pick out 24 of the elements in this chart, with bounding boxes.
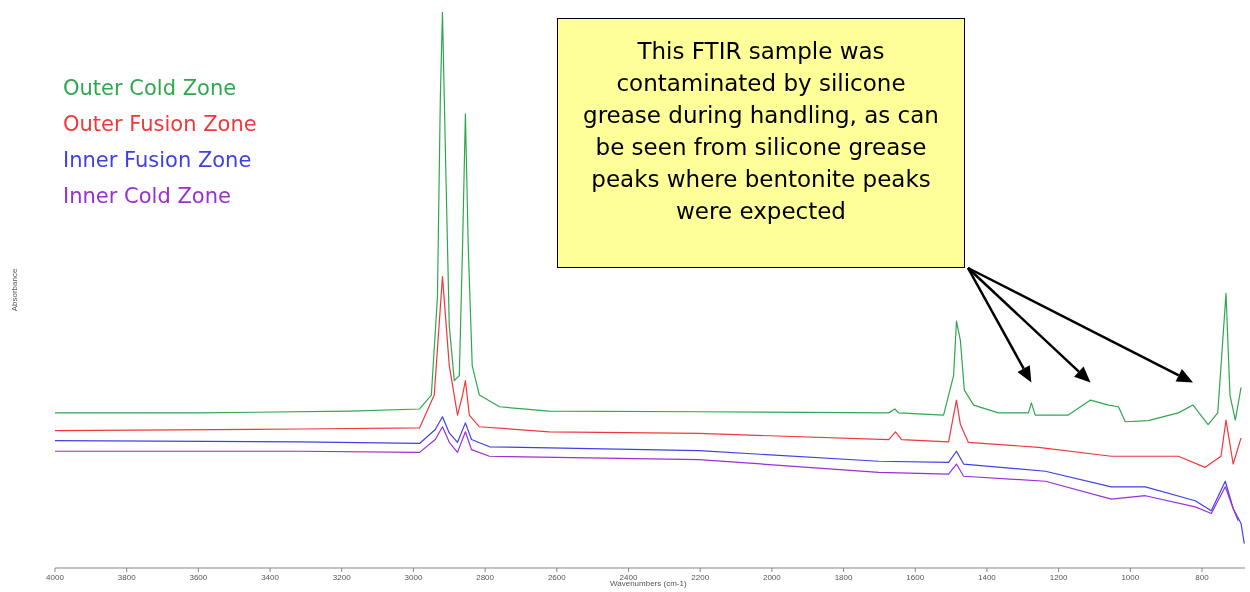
x-tick-label: 1800 <box>834 572 853 582</box>
x-tick-label: 3600 <box>189 572 208 582</box>
x-tick-label: 2000 <box>762 572 782 582</box>
x-tick-label: 2200 <box>691 572 710 582</box>
x-tick-label: 2800 <box>476 572 495 582</box>
x-tick-label: 4000 <box>46 572 65 582</box>
callout-box: This FTIR sample was contaminated by silicone grease during handling, as can be seen from silicone grease peaks where bentonite peaks were expected <box>557 18 965 268</box>
x-tick-label: 3200 <box>332 572 352 582</box>
text: Inner Cold Zone <box>63 183 232 210</box>
x-tick-label: 3800 <box>117 572 137 582</box>
x-tick-label: 800 <box>1195 572 1210 582</box>
x-axis-title: Wavenumbers (cm-1) <box>610 579 687 589</box>
x-tick-label: 1400 <box>978 572 997 582</box>
x-tick-label: 3400 <box>261 572 280 582</box>
x-tick-label: 1000 <box>1121 572 1140 582</box>
x-tick-label: 3000 <box>404 572 423 582</box>
text: Outer Fusion Zone <box>63 111 257 138</box>
x-tick-label: 2600 <box>547 572 567 582</box>
x-tick-label: 1200 <box>1049 572 1069 582</box>
text: Inner Fusion Zone <box>63 147 253 174</box>
text: Outer Cold Zone <box>63 75 238 102</box>
y-axis-title: Absorbance <box>9 268 19 312</box>
x-tick-label: 2400 <box>619 572 638 582</box>
x-tick-label: 1600 <box>906 572 925 582</box>
